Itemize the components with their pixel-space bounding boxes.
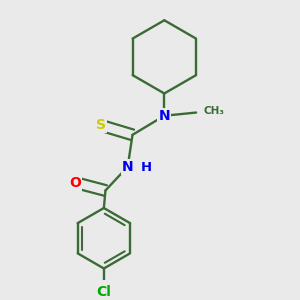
- Text: Cl: Cl: [96, 285, 111, 299]
- Text: H: H: [141, 161, 152, 174]
- Text: O: O: [69, 176, 81, 190]
- Text: CH₃: CH₃: [203, 106, 224, 116]
- Text: N: N: [158, 109, 170, 123]
- Text: N: N: [122, 160, 134, 174]
- Text: S: S: [96, 118, 106, 132]
